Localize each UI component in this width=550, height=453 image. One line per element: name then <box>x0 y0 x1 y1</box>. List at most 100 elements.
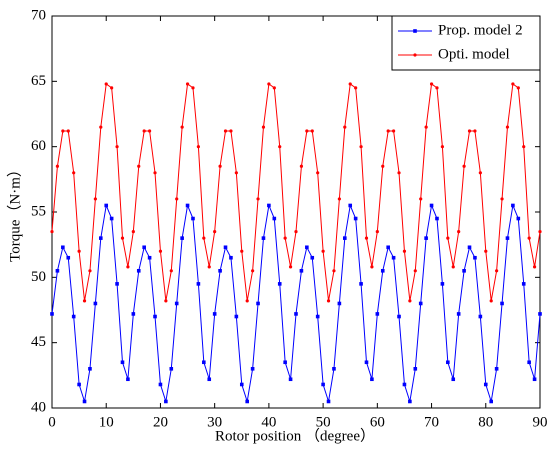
data-point <box>500 301 504 306</box>
y-tick-label: 40 <box>31 399 46 415</box>
data-point <box>364 236 369 240</box>
x-tick-label: 40 <box>261 414 276 430</box>
legend-label: Prop. model 2 <box>438 22 523 38</box>
data-point <box>483 382 488 387</box>
data-point <box>446 360 450 365</box>
data-point <box>511 203 515 208</box>
data-point <box>77 382 81 387</box>
y-tick-label: 45 <box>31 334 46 350</box>
data-point <box>299 164 304 168</box>
data-point <box>212 312 217 316</box>
data-point <box>126 265 130 269</box>
data-point <box>61 245 65 250</box>
data-point <box>288 377 293 382</box>
x-tick-label: 80 <box>478 414 493 430</box>
plot-frame <box>51 15 541 409</box>
x-tick-label: 90 <box>533 414 548 430</box>
data-point <box>229 129 233 133</box>
y-tick-label: 50 <box>31 269 46 285</box>
data-point <box>316 171 320 175</box>
data-point <box>256 197 260 201</box>
data-point <box>131 230 135 234</box>
data-point <box>256 301 260 306</box>
data-point <box>267 82 271 86</box>
data-point <box>532 377 537 382</box>
data-point <box>511 82 515 86</box>
data-point <box>402 382 407 387</box>
data-point <box>93 301 98 306</box>
data-point <box>239 382 244 387</box>
data-point <box>104 82 108 86</box>
data-point <box>375 312 380 316</box>
data-point <box>489 299 493 303</box>
data-point <box>446 236 450 240</box>
y-tick-label: 70 <box>31 7 46 23</box>
data-point <box>288 265 293 269</box>
data-point <box>473 255 477 260</box>
data-point <box>164 299 168 303</box>
data-point <box>71 314 76 319</box>
x-tick-label: 20 <box>153 414 168 430</box>
data-point <box>223 129 228 133</box>
data-point <box>99 125 103 129</box>
data-point <box>337 197 341 201</box>
data-point <box>277 282 282 286</box>
data-point <box>321 249 325 253</box>
data-point <box>50 230 54 234</box>
data-point <box>250 367 255 371</box>
data-point <box>148 129 152 133</box>
data-point <box>505 236 510 240</box>
data-point <box>77 249 81 253</box>
data-point <box>457 230 461 234</box>
data-point <box>397 314 401 319</box>
data-point <box>104 203 109 208</box>
data-point <box>332 269 336 273</box>
data-point <box>440 282 445 286</box>
data-point <box>131 312 136 316</box>
data-point <box>55 269 60 273</box>
data-point <box>137 164 141 168</box>
data-point <box>353 216 358 221</box>
data-point <box>364 360 369 365</box>
x-tick-label: 50 <box>316 414 331 430</box>
series-line <box>51 83 541 301</box>
data-point <box>207 265 211 269</box>
data-point <box>462 269 466 273</box>
data-point <box>61 129 65 133</box>
data-point <box>169 367 174 371</box>
data-point <box>478 171 482 175</box>
data-point <box>153 314 157 319</box>
data-point <box>240 249 244 253</box>
data-point <box>527 236 531 240</box>
data-point <box>245 399 249 404</box>
x-axis-label: Rotor position （degree） <box>215 427 375 444</box>
data-point <box>120 236 125 240</box>
data-point <box>408 399 412 404</box>
data-point <box>229 255 233 260</box>
data-point <box>283 360 287 365</box>
data-point <box>451 377 456 382</box>
data-point <box>294 230 298 234</box>
data-point <box>402 249 407 253</box>
legend-marker <box>413 29 417 33</box>
legend-marker <box>413 53 417 57</box>
data-point <box>180 125 184 129</box>
data-point <box>185 203 190 208</box>
data-point <box>50 312 54 316</box>
data-point <box>500 197 504 201</box>
data-point <box>505 125 510 129</box>
data-point <box>174 301 179 306</box>
data-point <box>392 129 396 133</box>
data-point <box>99 236 103 240</box>
data-point <box>202 360 206 365</box>
data-point <box>109 216 114 221</box>
data-point <box>408 299 412 303</box>
data-point <box>348 82 352 86</box>
data-point <box>175 197 179 201</box>
data-point <box>359 145 363 149</box>
data-point <box>142 245 146 250</box>
data-point <box>218 269 222 273</box>
legend-box <box>391 15 541 71</box>
data-point <box>93 197 97 201</box>
data-point <box>354 86 358 90</box>
